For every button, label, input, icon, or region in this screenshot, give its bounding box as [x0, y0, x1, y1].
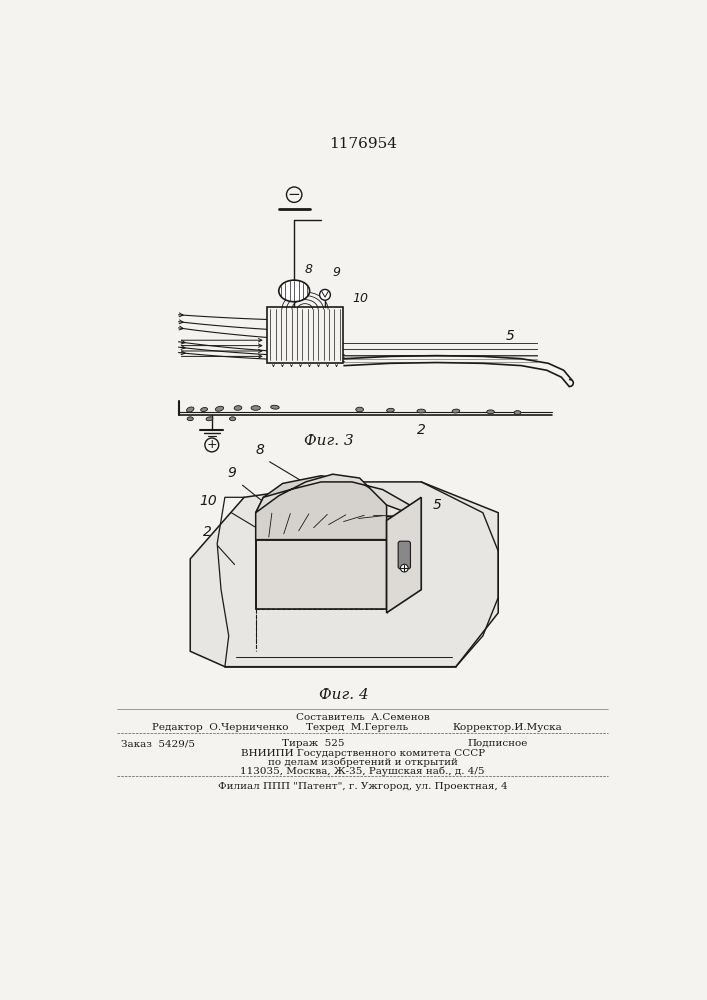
Ellipse shape: [206, 417, 213, 421]
Text: Редактор  О.Черниченко: Редактор О.Черниченко: [152, 723, 288, 732]
Text: 10: 10: [352, 292, 368, 305]
Polygon shape: [387, 497, 421, 613]
Text: ВНИИПИ Государственного комитета СССР: ВНИИПИ Государственного комитета СССР: [240, 749, 485, 758]
Text: 113035, Москва, Ж-35, Раушская наб., д. 4/5: 113035, Москва, Ж-35, Раушская наб., д. …: [240, 766, 485, 776]
Ellipse shape: [514, 411, 521, 415]
Text: 5: 5: [506, 329, 515, 343]
Text: −: −: [288, 187, 300, 202]
Polygon shape: [267, 307, 343, 363]
Ellipse shape: [356, 407, 363, 412]
FancyBboxPatch shape: [398, 541, 411, 569]
Text: 5: 5: [433, 498, 442, 512]
Text: Заказ  5429/5: Заказ 5429/5: [121, 739, 195, 748]
Polygon shape: [190, 482, 498, 667]
Ellipse shape: [230, 417, 235, 421]
Text: 9: 9: [333, 266, 341, 279]
Text: +: +: [206, 438, 217, 451]
Ellipse shape: [251, 406, 260, 410]
Ellipse shape: [279, 280, 310, 302]
Ellipse shape: [452, 409, 460, 413]
Circle shape: [400, 564, 408, 572]
Text: Фиг. 3: Фиг. 3: [304, 434, 354, 448]
Polygon shape: [256, 517, 417, 540]
Text: по делам изобретений и открытий: по делам изобретений и открытий: [268, 758, 457, 767]
Ellipse shape: [187, 407, 194, 412]
Text: Фиг. 4: Фиг. 4: [320, 688, 369, 702]
Text: Тираж  525: Тираж 525: [282, 739, 345, 748]
Circle shape: [320, 289, 330, 300]
Text: 8: 8: [255, 443, 264, 457]
Text: 1176954: 1176954: [329, 137, 397, 151]
Ellipse shape: [486, 410, 494, 414]
Text: Филиал ППП "Патент", г. Ужгород, ул. Проектная, 4: Филиал ППП "Патент", г. Ужгород, ул. Про…: [218, 782, 508, 791]
Text: 8: 8: [304, 263, 312, 276]
Text: 2: 2: [203, 525, 211, 539]
Polygon shape: [256, 474, 417, 517]
Ellipse shape: [216, 406, 223, 411]
Text: Составитель  А.Семенов: Составитель А.Семенов: [296, 713, 430, 722]
Ellipse shape: [201, 408, 208, 412]
Ellipse shape: [417, 409, 426, 413]
Polygon shape: [387, 517, 417, 609]
Text: Корректор.И.Муска: Корректор.И.Муска: [452, 723, 562, 732]
Text: 9: 9: [228, 466, 236, 480]
Ellipse shape: [187, 417, 193, 421]
Polygon shape: [256, 540, 387, 609]
Ellipse shape: [387, 408, 395, 412]
Ellipse shape: [234, 406, 242, 410]
Text: Техред  М.Гергель: Техред М.Гергель: [305, 723, 408, 732]
Text: 2: 2: [417, 423, 426, 437]
Text: Подписное: Подписное: [467, 739, 528, 748]
Text: 10: 10: [199, 494, 217, 508]
Ellipse shape: [271, 405, 279, 409]
Polygon shape: [256, 476, 387, 540]
